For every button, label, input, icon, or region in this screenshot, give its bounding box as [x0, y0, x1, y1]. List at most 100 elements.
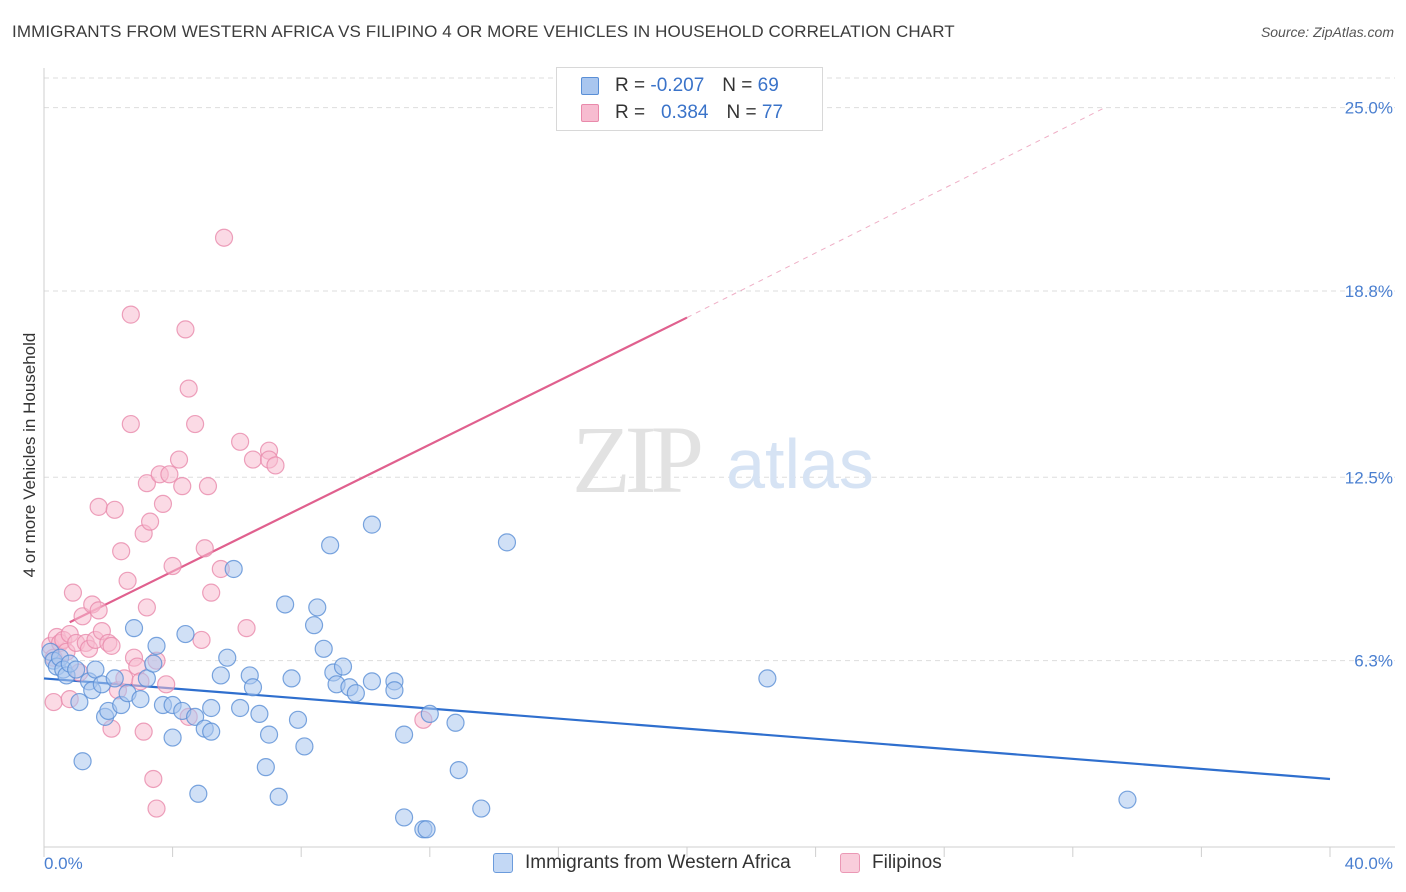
point-western-africa	[202, 698, 221, 718]
point-filipinos	[89, 601, 108, 620]
x-tick-label-min: 0.0%	[44, 854, 83, 873]
point-western-africa	[144, 654, 163, 673]
point-filipinos	[179, 379, 198, 398]
point-western-africa	[304, 616, 324, 635]
point-western-africa	[189, 784, 208, 803]
point-filipinos	[121, 305, 140, 324]
point-western-africa	[346, 684, 365, 703]
legend-n-value: 69	[757, 75, 779, 96]
point-filipinos	[163, 556, 182, 576]
point-western-africa	[362, 672, 382, 691]
point-western-africa	[67, 660, 86, 679]
legend-swatch-blue	[493, 853, 513, 873]
point-western-africa	[758, 669, 777, 688]
point-filipinos	[176, 320, 195, 339]
point-filipinos	[243, 450, 263, 469]
point-western-africa	[394, 725, 414, 744]
point-western-africa	[147, 636, 166, 655]
point-western-africa	[276, 595, 295, 614]
point-western-africa	[269, 787, 288, 806]
point-filipinos	[137, 598, 156, 617]
series-legend: Immigrants from Western Africa Filipinos	[0, 852, 1406, 878]
chart-title: IMMIGRANTS FROM WESTERN AFRICA VS FILIPI…	[12, 22, 955, 41]
point-western-africa	[321, 536, 340, 555]
legend-label: Filipinos	[872, 852, 942, 873]
stats-legend: R = -0.207 N = 69 R = 0.384 N = 77	[556, 67, 823, 131]
point-western-africa	[394, 808, 414, 827]
watermark-zip: ZIP	[572, 406, 701, 513]
y-tick-label: 18.8%	[1345, 282, 1393, 301]
point-filipinos	[266, 456, 285, 475]
point-filipinos	[73, 607, 92, 626]
point-western-africa	[202, 722, 221, 741]
legend-r-label: R =	[615, 102, 646, 123]
point-western-africa	[449, 760, 468, 780]
point-western-africa	[105, 669, 124, 688]
y-tick-label: 12.5%	[1345, 468, 1393, 487]
point-filipinos	[112, 542, 131, 561]
y-tick-label: 6.3%	[1354, 652, 1393, 671]
point-western-africa	[333, 657, 353, 676]
point-filipinos	[202, 583, 221, 602]
point-filipinos	[134, 722, 153, 741]
point-western-africa	[131, 690, 150, 709]
point-filipinos	[118, 571, 137, 590]
legend-swatch-pink	[581, 104, 599, 122]
point-filipinos	[214, 228, 234, 247]
point-western-africa	[385, 681, 404, 700]
point-western-africa	[176, 624, 195, 644]
y-axis-title: 4 or more Vehicles in Household	[20, 333, 39, 578]
point-filipinos	[237, 619, 256, 638]
point-western-africa	[231, 698, 250, 718]
point-western-africa	[308, 598, 327, 617]
legend-r-value: -0.207	[650, 75, 705, 96]
legend-swatch-pink	[840, 853, 860, 873]
point-western-africa	[186, 707, 205, 726]
point-filipinos	[102, 636, 121, 655]
point-filipinos	[63, 583, 83, 602]
point-western-africa	[314, 639, 333, 658]
point-filipinos	[105, 500, 124, 519]
point-filipinos	[147, 799, 166, 818]
point-filipinos	[192, 630, 211, 650]
legend-label: Immigrants from Western Africa	[525, 852, 791, 873]
point-western-africa	[224, 559, 243, 579]
point-western-africa	[282, 669, 301, 688]
point-filipinos	[89, 497, 108, 516]
legend-item-western-africa[interactable]: Immigrants from Western Africa	[493, 852, 791, 874]
legend-r-value: 0.384	[660, 102, 709, 123]
legend-n-value: 77	[761, 102, 784, 123]
x-tick-label-max: 40.0%	[1345, 854, 1393, 873]
point-western-africa	[497, 533, 517, 552]
point-western-africa	[288, 710, 308, 729]
point-western-africa	[446, 713, 465, 732]
point-filipinos	[44, 692, 63, 712]
point-filipinos	[157, 675, 176, 694]
point-filipinos	[160, 465, 179, 484]
point-western-africa	[163, 728, 182, 747]
legend-item-filipinos[interactable]: Filipinos	[840, 852, 942, 874]
trend-line-western-africa	[43, 677, 1331, 781]
y-tick-label: 25.0%	[1345, 99, 1393, 118]
point-western-africa	[124, 619, 144, 638]
point-filipinos	[137, 474, 156, 493]
point-western-africa	[420, 704, 439, 724]
point-filipinos	[198, 477, 218, 496]
point-western-africa	[70, 692, 89, 712]
data-points	[41, 228, 1137, 839]
point-filipinos	[169, 450, 189, 469]
grid-lines	[44, 77, 1395, 662]
point-filipinos	[173, 477, 192, 496]
watermark-atlas: atlas	[726, 425, 874, 503]
point-western-africa	[295, 737, 314, 756]
point-western-africa	[472, 799, 491, 818]
legend-n-label: N =	[726, 102, 757, 123]
point-filipinos	[231, 432, 250, 451]
point-filipinos	[186, 414, 205, 434]
y-tick-labels: 6.3% 12.5% 18.8% 25.0%	[1345, 99, 1393, 671]
point-western-africa	[417, 820, 436, 839]
legend-row-western-africa: R = -0.207 N = 69	[581, 73, 779, 99]
point-western-africa	[250, 704, 269, 724]
legend-row-filipinos: R = 0.384 N = 77	[581, 100, 783, 126]
